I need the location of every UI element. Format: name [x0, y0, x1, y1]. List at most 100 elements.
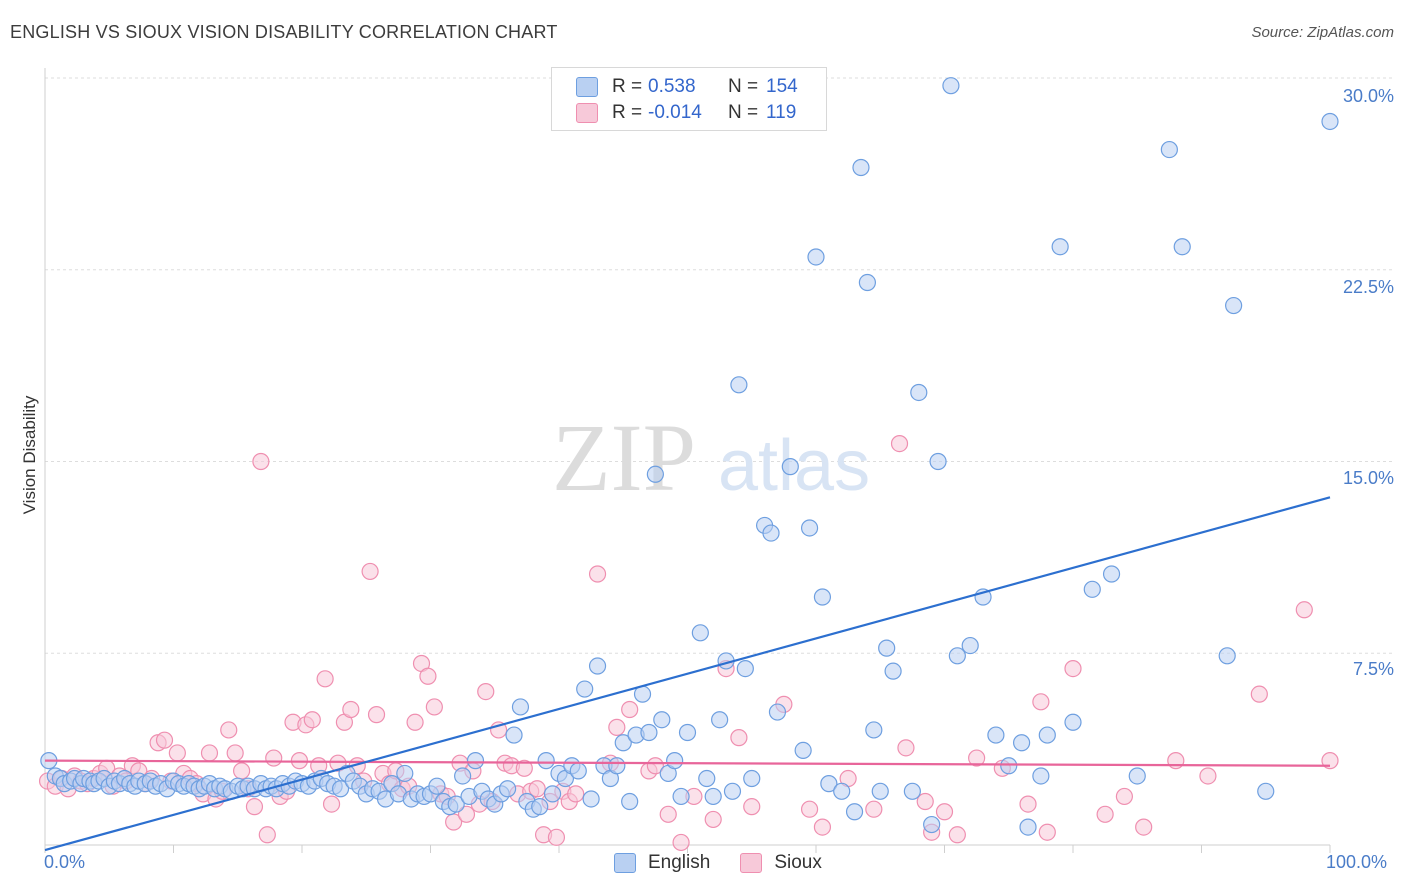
- english-point: [1038, 726, 1056, 744]
- sioux-point: [813, 818, 832, 836]
- sioux-point: [1019, 795, 1037, 813]
- english-point: [711, 711, 729, 729]
- y-tick-label-7-5: 7.5%: [1352, 659, 1394, 679]
- english-swatch: [576, 77, 598, 97]
- english-point: [1257, 782, 1275, 800]
- x-tick-label-max: 100.0%: [1326, 852, 1388, 872]
- sioux-point: [1038, 823, 1056, 841]
- english-point: [858, 273, 877, 292]
- english-point: [505, 726, 523, 744]
- english-point: [807, 248, 825, 266]
- english-point: [499, 780, 517, 798]
- english-point: [1173, 238, 1191, 256]
- sioux-point: [316, 670, 334, 688]
- legend-row-sioux: R = -0.014 N = 119: [576, 101, 796, 125]
- sioux-point: [515, 759, 533, 777]
- watermark-zip: ZIP: [552, 404, 696, 511]
- sioux-point: [233, 762, 251, 780]
- sioux-point: [968, 749, 986, 767]
- sioux-point: [672, 833, 690, 852]
- sioux-point: [220, 721, 238, 739]
- english-point: [1218, 647, 1236, 665]
- legend-item-english: English: [614, 852, 710, 874]
- gridlines: [45, 77, 1392, 654]
- english-point: [987, 726, 1005, 744]
- source-label: Source: ZipAtlas.com: [1251, 24, 1394, 41]
- english-point: [923, 815, 941, 834]
- english-point: [466, 752, 485, 770]
- english-point: [929, 452, 947, 471]
- sioux-point: [258, 826, 276, 844]
- english-point: [1321, 112, 1339, 131]
- english-point: [588, 657, 607, 675]
- sioux-point: [457, 805, 476, 823]
- legend-label-sioux: Sioux: [774, 852, 822, 873]
- english-point: [531, 798, 549, 816]
- english-point: [1102, 565, 1121, 583]
- sioux-point: [406, 713, 424, 731]
- english-point: [1019, 818, 1037, 836]
- english-point: [511, 698, 530, 716]
- english-point: [768, 703, 787, 721]
- english-point: [878, 639, 896, 657]
- english-point: [331, 780, 350, 798]
- sioux-point: [704, 810, 722, 829]
- sioux-point: [1295, 601, 1313, 619]
- sioux-point: [567, 785, 585, 803]
- sioux-point: [948, 826, 966, 844]
- english-point: [942, 77, 960, 95]
- sioux-swatch: [576, 103, 598, 123]
- english-point: [1064, 713, 1082, 731]
- sioux-point: [890, 435, 909, 453]
- english-point: [948, 647, 966, 665]
- sioux-point: [200, 744, 219, 762]
- english-point: [800, 519, 819, 537]
- sioux-point: [800, 800, 819, 818]
- legend-item-sioux: Sioux: [740, 852, 822, 874]
- n-value: 119: [766, 102, 797, 123]
- english-point: [1160, 140, 1178, 159]
- y-tick-label-15: 15.0%: [1342, 468, 1394, 488]
- sioux-point: [342, 700, 360, 719]
- english-point: [646, 465, 664, 483]
- english-point: [704, 787, 722, 806]
- trend-lines: [44, 496, 1331, 852]
- sioux-point: [1250, 685, 1268, 703]
- y-tick-label-22-5: 22.5%: [1342, 277, 1394, 297]
- sioux-point: [621, 700, 639, 719]
- sioux-point: [361, 562, 379, 581]
- sioux-point: [265, 749, 283, 767]
- legend-label-english: English: [648, 852, 711, 873]
- legend-row-english: R = 0.538 N = 154: [576, 75, 798, 99]
- english-point: [833, 782, 851, 800]
- english-point: [447, 795, 465, 813]
- sioux-point: [1199, 767, 1217, 785]
- sioux-points: [38, 435, 1339, 852]
- sioux-point: [322, 795, 341, 813]
- sioux-point: [1135, 818, 1153, 836]
- english-point: [653, 711, 671, 729]
- english-point: [1032, 767, 1050, 785]
- sioux-point: [897, 739, 915, 757]
- n-label: N =: [728, 76, 759, 97]
- english-point: [820, 775, 838, 793]
- sioux-point: [155, 731, 174, 749]
- sioux-point: [659, 805, 677, 823]
- sioux-point: [252, 452, 270, 471]
- sioux-point: [608, 718, 626, 736]
- english-point: [961, 636, 979, 655]
- sioux-point: [168, 744, 186, 762]
- english-point: [865, 721, 883, 739]
- english-point: [678, 723, 697, 742]
- sioux-point: [1032, 693, 1050, 711]
- english-point: [428, 777, 446, 795]
- y-tick-label-30: 30.0%: [1342, 86, 1394, 106]
- english-point: [730, 376, 748, 394]
- english-point: [1000, 757, 1018, 775]
- r-label: R =: [612, 76, 643, 97]
- english-point: [621, 792, 639, 811]
- sioux-point: [1115, 787, 1134, 806]
- english-point: [736, 659, 754, 678]
- english-point: [640, 723, 658, 742]
